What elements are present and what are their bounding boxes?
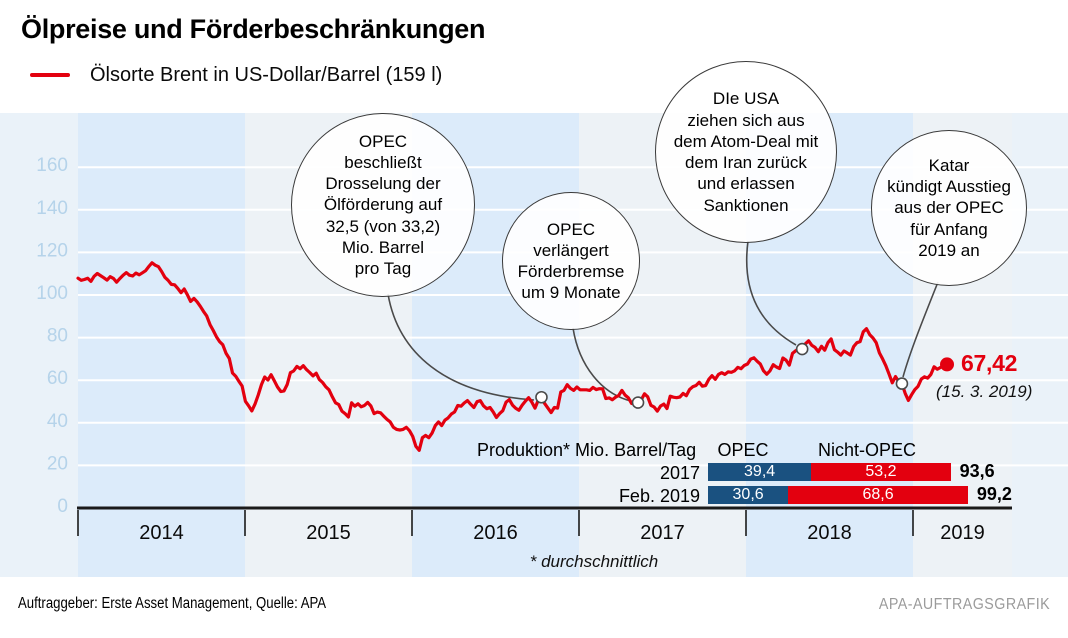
legend-line-swatch <box>30 72 70 78</box>
callout-text: Katar kündigt Ausstieg aus der OPEC für … <box>887 155 1011 260</box>
x-axis-label: 2015 <box>306 522 351 544</box>
latest-price-value: 67,42 <box>961 350 1018 376</box>
y-axis-label: 100 <box>36 283 68 304</box>
callout-anchor-dot <box>631 396 645 409</box>
production-bar-row: 30,6 68,6 99,2 <box>708 484 1012 505</box>
callout-bubble-katar: Katar kündigt Ausstieg aus der OPEC für … <box>871 130 1027 286</box>
callout-tail <box>746 240 797 346</box>
footer-credit: APA-AUFTRAGSGRAFIK <box>878 596 1050 613</box>
y-axis-label: 40 <box>47 411 68 432</box>
y-axis-label: 120 <box>36 240 68 261</box>
bar-total: 99,2 <box>976 484 1012 505</box>
callout-anchor-dot <box>535 390 548 404</box>
year-band <box>78 113 245 577</box>
x-axis-label: 2019 <box>940 522 985 544</box>
legend: Ölsorte Brent in US-Dollar/Barrel (159 l… <box>30 63 442 87</box>
x-axis-label: 2016 <box>473 522 518 544</box>
callout-text: OPEC beschließt Drosselung der Ölförderu… <box>323 131 443 279</box>
page-title: Ölpreise und Förderbeschränkungen <box>21 14 486 44</box>
callout-anchor-dot <box>895 377 909 390</box>
production-row-label: 2017 <box>659 463 700 483</box>
bar-segment-nicht-opec: 53,2 <box>811 463 951 481</box>
footnote: * durchschnittlich <box>529 552 659 571</box>
x-axis-label: 2018 <box>807 522 852 544</box>
callout-bubble-usa-iran: DIe USA ziehen sich aus dem Atom-Deal mi… <box>655 61 837 243</box>
production-header: Produktion* Mio. Barrel/Tag <box>477 440 697 460</box>
y-axis-label: 140 <box>36 198 68 219</box>
legend-label: Ölsorte Brent in US-Dollar/Barrel (159 l… <box>90 63 443 86</box>
x-axis-label: 2014 <box>139 522 184 544</box>
callout-tail <box>387 293 535 401</box>
production-bar-row: 39,4 53,2 93,6 <box>708 461 995 482</box>
y-axis-label: 20 <box>47 453 68 474</box>
production-row-label: Feb. 2019 <box>618 486 700 506</box>
callout-tail <box>902 281 939 378</box>
bar-segment-nicht-opec: 68,6 <box>788 486 968 504</box>
footer-source: Auftraggeber: Erste Asset Management, Qu… <box>18 595 327 612</box>
bar-segment-opec: 30,6 <box>708 486 789 504</box>
bar-total: 93,6 <box>959 461 995 482</box>
y-axis-label: 160 <box>36 155 68 176</box>
y-axis-label: 80 <box>47 326 68 347</box>
y-axis-label: 0 <box>57 496 68 517</box>
latest-price-date: (15. 3. 2019) <box>936 382 1033 401</box>
callout-anchor-dot <box>795 342 809 356</box>
x-axis-label: 2017 <box>640 522 685 544</box>
stacked-bar: 30,6 68,6 <box>708 486 968 504</box>
bar-segment-opec: 39,4 <box>708 463 812 481</box>
callout-bubble-opec-extension: OPEC verlängert Förderbremse um 9 Monate <box>502 192 640 330</box>
y-axis-label: 60 <box>47 368 68 389</box>
callout-text: OPEC verlängert Förderbremse um 9 Monate <box>517 219 625 303</box>
callout-tail <box>572 327 632 402</box>
latest-price-dot <box>940 357 954 372</box>
production-col-opec: OPEC <box>717 440 769 460</box>
callout-bubble-opec-cut: OPEC beschließt Drosselung der Ölförderu… <box>291 113 475 297</box>
stacked-bar: 39,4 53,2 <box>708 463 951 481</box>
production-col-nicht-opec: Nicht-OPEC <box>817 440 916 460</box>
callout-text: DIe USA ziehen sich aus dem Atom-Deal mi… <box>673 89 819 215</box>
